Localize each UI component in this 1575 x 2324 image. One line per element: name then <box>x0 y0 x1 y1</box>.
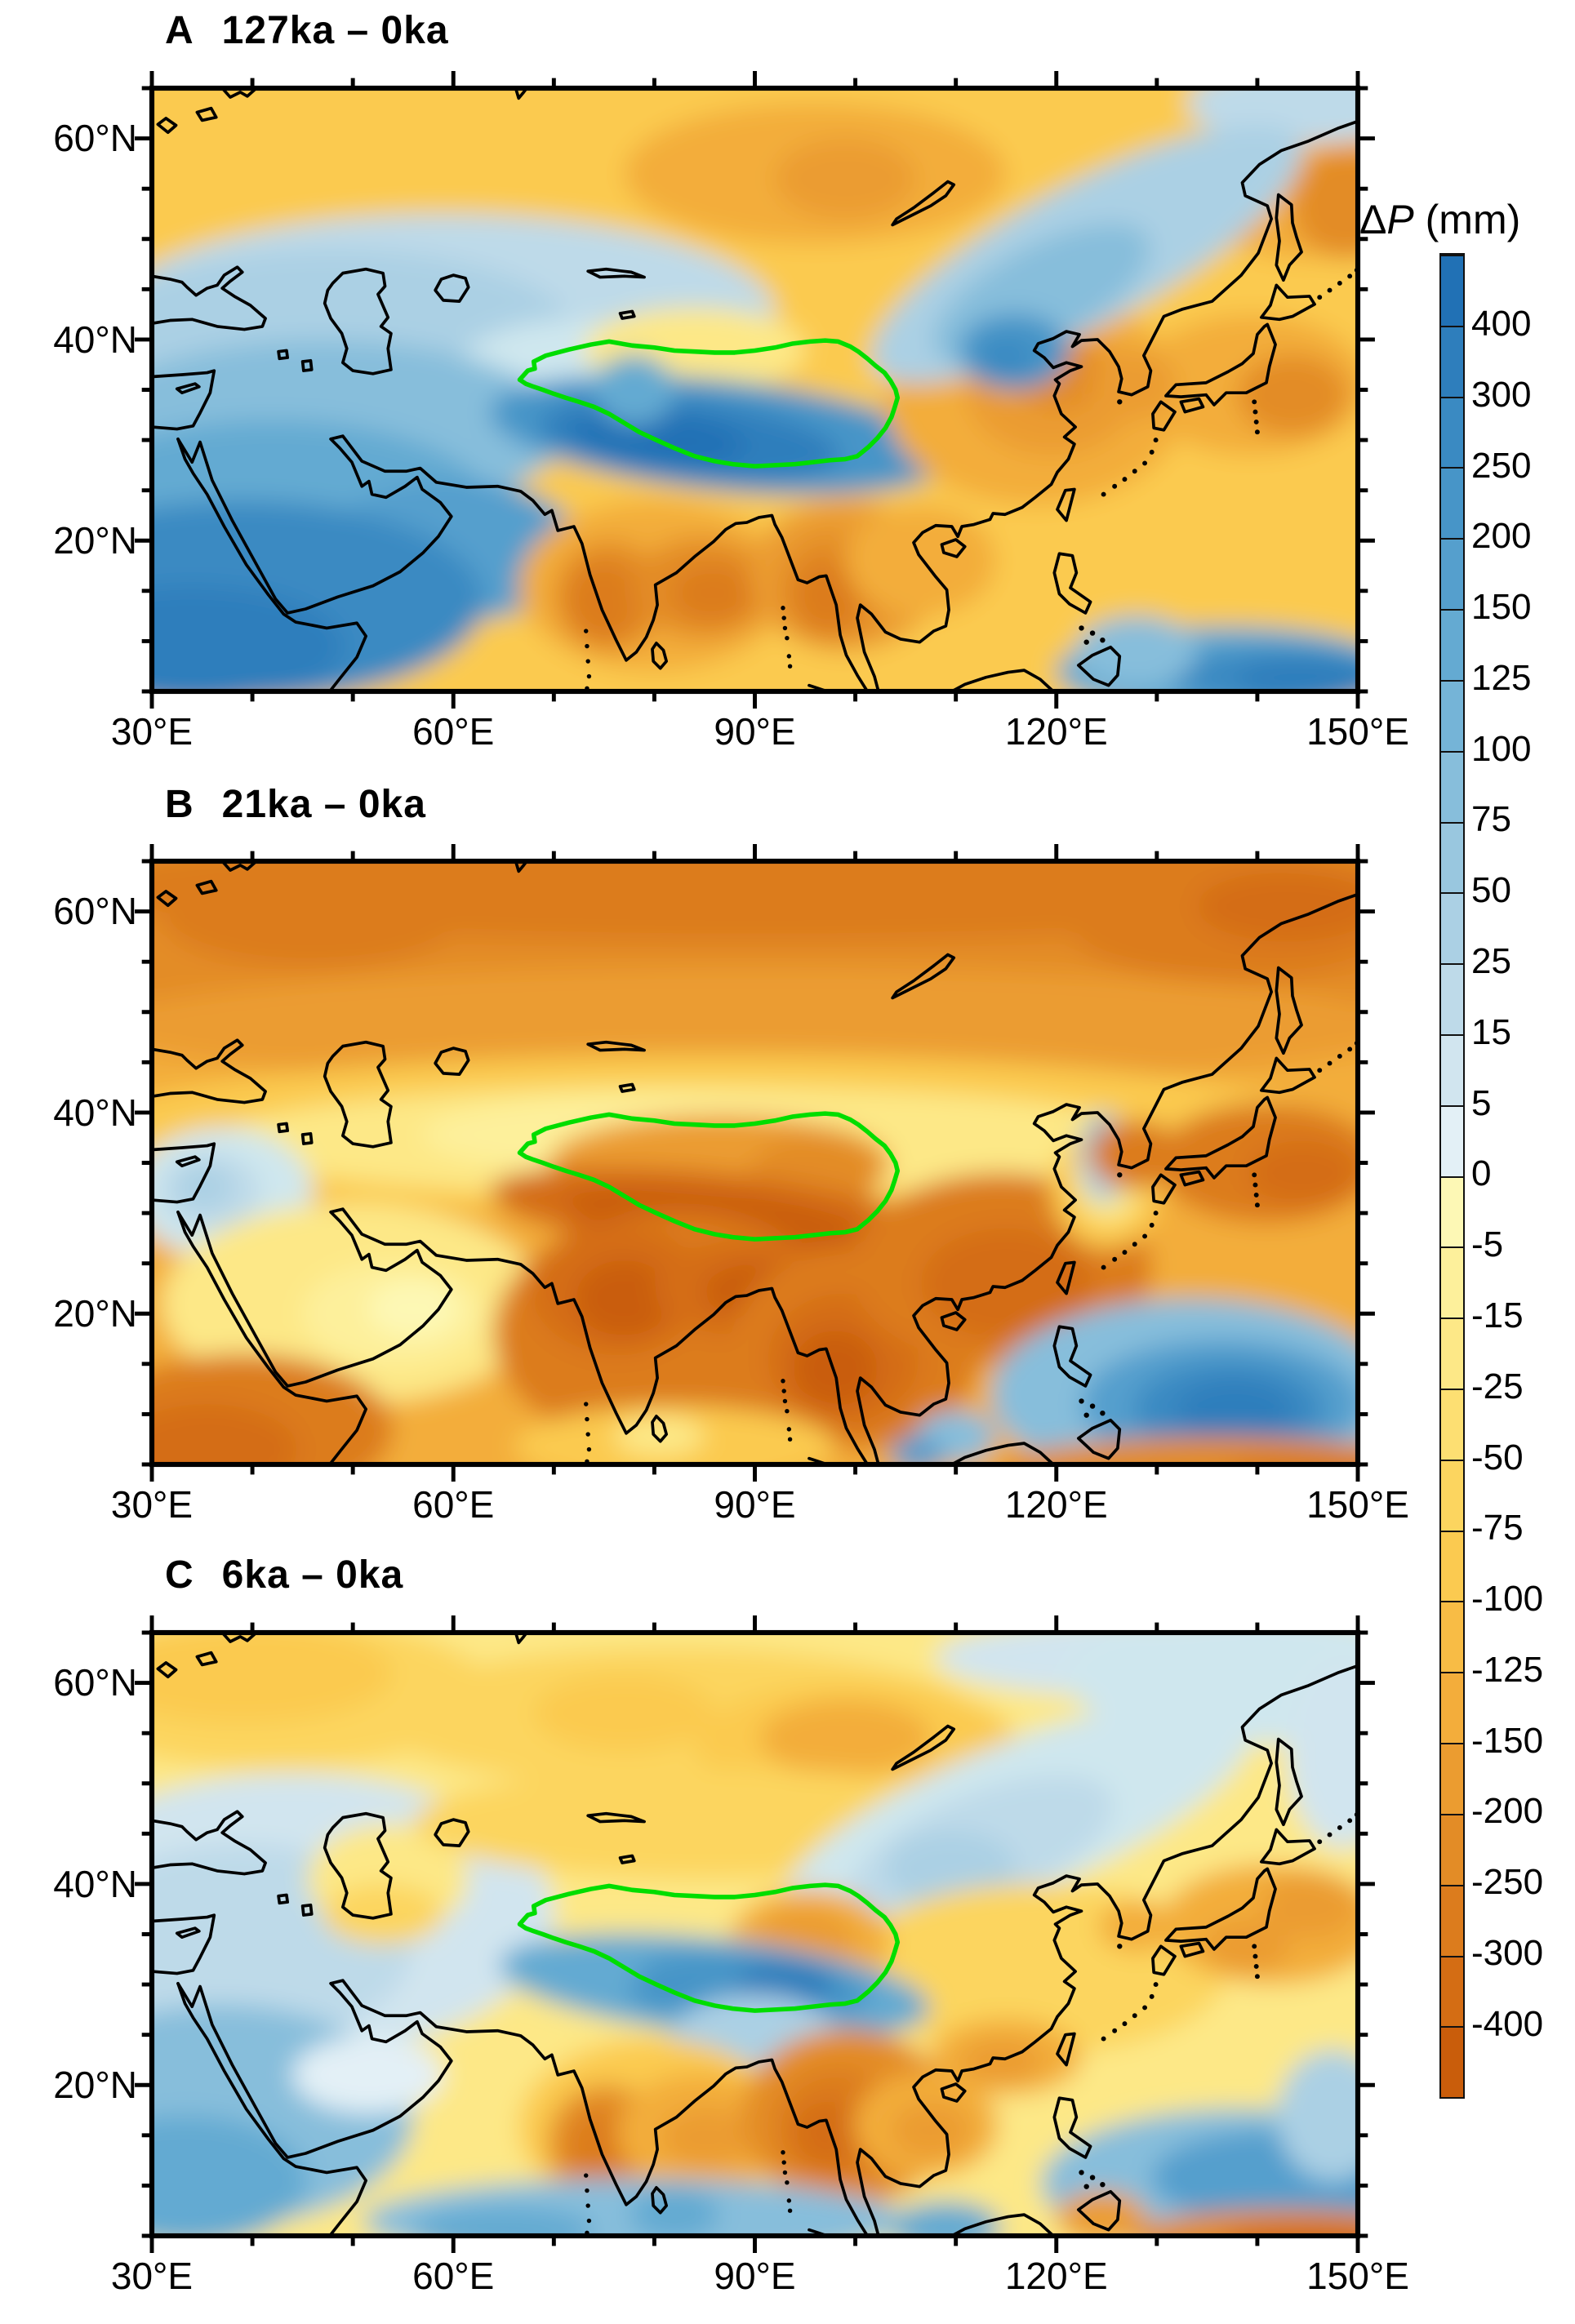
panel-c-title: C 6ka – 0ka <box>165 1553 403 1597</box>
panel-a-title: A 127ka – 0ka <box>165 8 449 53</box>
colorbar-band <box>1441 1104 1463 1176</box>
colorbar-band <box>1441 1246 1463 1318</box>
colorbar-band <box>1441 538 1463 610</box>
colorbar-band <box>1441 609 1463 680</box>
colorbar-band <box>1441 1884 1463 1956</box>
colorbar-band <box>1441 1813 1463 1885</box>
panel-b-period: 21ka – 0ka <box>221 783 426 826</box>
anomaly-field-b <box>152 861 1358 1464</box>
anomaly-field-c <box>152 1633 1358 2236</box>
colorbar-band <box>1441 396 1463 468</box>
map-panel-c <box>152 1633 1358 2236</box>
colorbar-band <box>1441 467 1463 539</box>
panel-c-lat-axis: 60°N 40°N 20°N <box>53 1661 137 2106</box>
colorbar-tick-labels: 400 300 250 200 150 125 100 75 50 25 15 5 0 -5 -15 -25-… <box>1471 304 1544 2044</box>
colorbar-band <box>1441 750 1463 822</box>
colorbar-title: ΔP (mm) <box>1359 196 1520 243</box>
colorbar-band <box>1441 1955 1463 2027</box>
colorbar-band <box>1441 1601 1463 1673</box>
panel-c-lon-axis: 30°E 60°E 90°E 120°E 150°E <box>110 2255 1409 2297</box>
colorbar-title-variable: P <box>1386 197 1414 242</box>
panel-b-lon-axis: 30°E 60°E 90°E 120°E 150°E <box>110 1483 1409 1526</box>
colorbar-band <box>1441 963 1463 1034</box>
anomaly-field-a <box>152 88 1358 691</box>
panel-a-lat-axis: 60°N 40°N 20°N <box>53 117 137 562</box>
colorbar-band <box>1441 1530 1463 1602</box>
colorbar-band <box>1441 821 1463 893</box>
colorbar-band <box>1441 892 1463 964</box>
colorbar-band <box>1441 1743 1463 1814</box>
map-panel-b <box>152 861 1358 1464</box>
panel-a-lon-axis: 30°E 60°E 90°E 120°E 150°E <box>110 710 1409 753</box>
colorbar-band <box>1441 1033 1463 1105</box>
colorbar-title-delta: Δ <box>1359 197 1387 242</box>
colorbar-band <box>1441 255 1463 326</box>
panel-b-lat-axis: 60°N 40°N 20°N <box>53 890 137 1335</box>
colorbar-band <box>1441 1318 1463 1389</box>
map-panel-a <box>152 88 1358 691</box>
colorbar-band <box>1441 2026 1463 2098</box>
colorbar-band <box>1441 1672 1463 1744</box>
colorbar <box>1439 253 1465 2099</box>
colorbar-band <box>1441 679 1463 751</box>
colorbar-title-unit: (mm) <box>1413 197 1521 242</box>
panel-c-period: 6ka – 0ka <box>221 1553 404 1597</box>
colorbar-band <box>1441 1175 1463 1247</box>
panel-c-letter: C <box>165 1553 194 1597</box>
panel-b-title: B 21ka – 0ka <box>165 782 426 827</box>
panel-a-letter: A <box>165 9 194 52</box>
colorbar-band <box>1441 1389 1463 1460</box>
panel-a-period: 127ka – 0ka <box>221 9 449 52</box>
panel-b-letter: B <box>165 783 194 826</box>
colorbar-band <box>1441 325 1463 397</box>
colorbar-band <box>1441 1459 1463 1531</box>
